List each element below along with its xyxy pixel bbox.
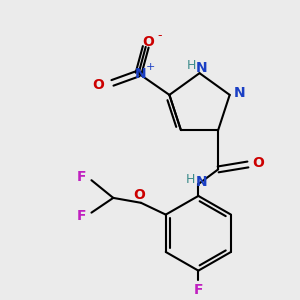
Text: F: F: [77, 208, 86, 223]
Text: F: F: [194, 283, 203, 297]
Text: F: F: [77, 170, 86, 184]
Text: N: N: [196, 175, 207, 189]
Text: N: N: [234, 86, 245, 100]
Text: N: N: [196, 61, 207, 75]
Text: N: N: [135, 68, 146, 81]
Text: O: O: [142, 35, 154, 49]
Text: H: H: [186, 173, 195, 186]
Text: O: O: [93, 78, 104, 92]
Text: O: O: [252, 155, 264, 170]
Text: -: -: [157, 28, 162, 42]
Text: H: H: [187, 59, 196, 72]
Text: +: +: [146, 61, 155, 72]
Text: O: O: [133, 188, 145, 202]
